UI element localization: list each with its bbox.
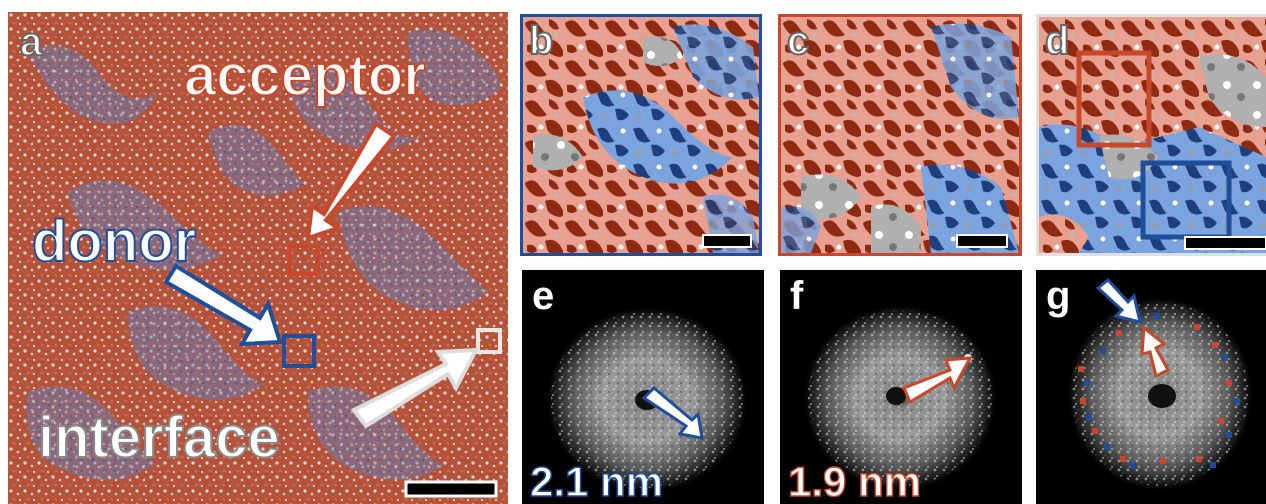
interface-arrow [350,347,480,429]
panel-letter-e: e [532,274,555,318]
panel-letter-c: c [786,18,810,64]
panel-f-fft [804,306,996,490]
panel-e-fft [547,308,747,492]
acceptor-ring-markers [1078,324,1232,464]
panel-letter-f: f [790,274,804,318]
scale-bar-d [1184,236,1266,250]
panel-g-fft [1068,277,1252,490]
panel-g: g [1036,270,1266,504]
panel-letter-g: g [1046,274,1071,318]
arrow-g-red [1140,325,1171,379]
interface-label: interface [37,404,281,471]
donor-region-marker [282,334,316,368]
panel-b: b [520,14,762,256]
acceptor-arrow [305,121,397,241]
scale-bar-c [956,234,1008,248]
panel-a: a acceptor donor interface [8,12,508,504]
scale-bar-b [702,234,752,248]
interface-region-marker [476,328,502,354]
acceptor-box-d [1076,50,1152,148]
panel-d: d [1036,14,1266,256]
panel-letter-b: b [528,18,554,64]
arrow-e [641,385,704,440]
arrow-f [902,356,973,405]
panel-a-morphology-map [8,12,508,504]
donor-label: donor [31,208,197,275]
panel-c: c [778,14,1022,256]
distance-label-e: 2.1 nm [529,457,664,504]
panel-letter-d: d [1044,18,1070,64]
panel-e: e 2.1 nm [522,270,764,504]
donor-arrow [163,263,283,347]
acceptor-label: acceptor [183,42,427,109]
panel-b-zoom-map [523,17,759,253]
acceptor-region-marker [288,244,320,276]
panel-letter-a: a [19,19,43,65]
scale-bar-a [404,480,498,498]
panel-c-zoom-map [781,17,1019,253]
distance-label-f: 1.9 nm [787,457,922,504]
panel-d-zoom-map [1039,17,1266,253]
panel-f: f 1.9 nm [780,270,1022,504]
arrow-g-blue [1095,277,1143,325]
